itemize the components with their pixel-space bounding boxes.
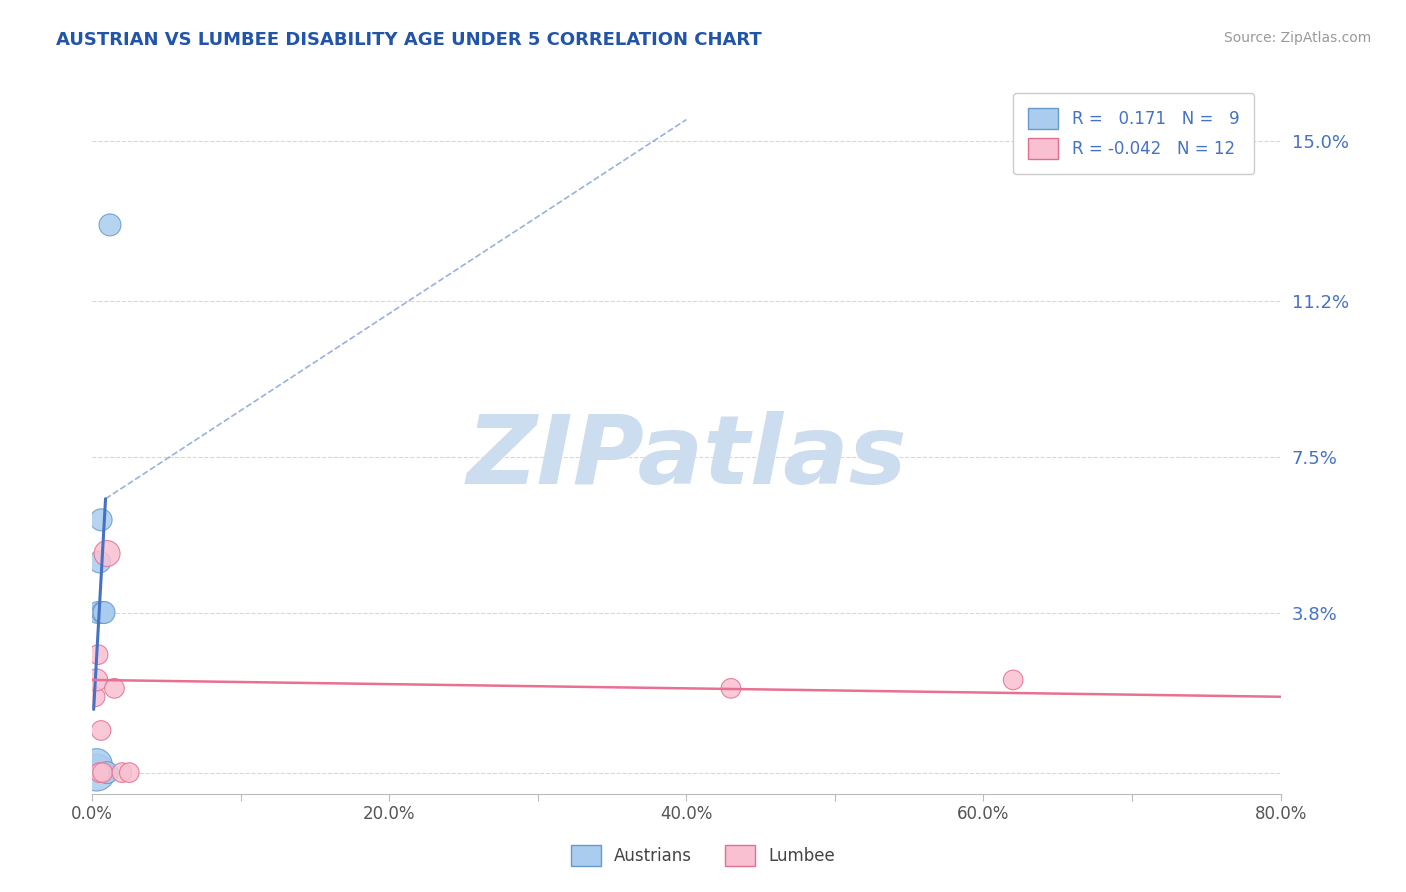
Point (96, 765, 118, 780)
Point (91, 765, 114, 780)
Point (91, 606, 114, 620)
Point (118, 765, 141, 780)
Point (96, 547, 118, 561)
Point (89, 765, 111, 780)
Point (720, 681, 742, 696)
Point (86, 765, 108, 780)
Point (89, 555, 111, 569)
Text: AUSTRIAN VS LUMBEE DISABILITY AGE UNDER 5 CORRELATION CHART: AUSTRIAN VS LUMBEE DISABILITY AGE UNDER … (56, 31, 762, 49)
Point (87, 606, 110, 620)
Point (103, 681, 125, 696)
Text: Source: ZipAtlas.com: Source: ZipAtlas.com (1223, 31, 1371, 45)
Text: ZIPatlas: ZIPatlas (465, 410, 907, 504)
Point (87, 648, 110, 662)
Legend: Austrians, Lumbee: Austrians, Lumbee (564, 838, 842, 873)
Point (98, 218, 121, 232)
Point (90, 513, 112, 527)
Legend: R =   0.171   N =   9, R = -0.042   N = 12: R = 0.171 N = 9, R = -0.042 N = 12 (1014, 93, 1254, 174)
Point (90, 723, 112, 738)
Point (86, 757, 108, 772)
Point (111, 765, 134, 780)
Point (93, 606, 115, 620)
Point (86, 673, 108, 687)
Point (1002, 673, 1025, 687)
Point (84, 690, 107, 704)
